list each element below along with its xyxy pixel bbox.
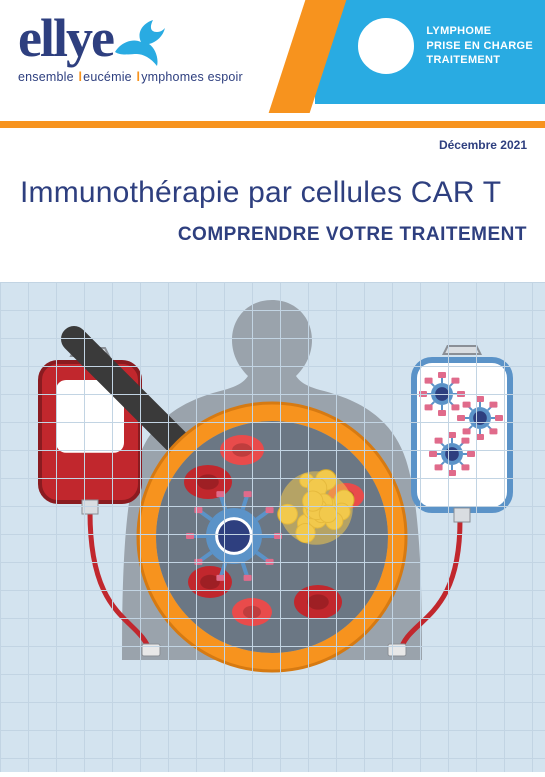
hummingbird-icon	[107, 18, 167, 68]
badge-line: LYMPHOME	[426, 24, 533, 39]
document-header: ellye ensemble leucémie lymphomes espoir…	[0, 0, 545, 128]
hero-illustration	[0, 282, 545, 772]
grid-background	[0, 282, 545, 772]
badge-line: TRAITEMENT	[426, 53, 533, 68]
tagline-part: eucémie	[83, 70, 135, 84]
logo-text: ellye	[18, 14, 113, 63]
title-block: Immunothérapie par cellules CAR T COMPRE…	[0, 152, 545, 256]
publication-date: Décembre 2021	[0, 128, 545, 152]
document-subtitle: COMPRENDRE VOTRE TRAITEMENT	[20, 224, 527, 246]
document-title: Immunothérapie par cellules CAR T	[20, 176, 527, 210]
badge-circle-icon	[358, 18, 414, 74]
tagline-part: ensemble	[18, 70, 77, 84]
brand-logo: ellye ensemble leucémie lymphomes espoir	[18, 14, 243, 84]
category-badge: LYMPHOME PRISE EN CHARGE TRAITEMENT	[358, 18, 533, 74]
logo-tagline: ensemble leucémie lymphomes espoir	[18, 70, 243, 84]
badge-text: LYMPHOME PRISE EN CHARGE TRAITEMENT	[426, 24, 533, 69]
badge-line: PRISE EN CHARGE	[426, 39, 533, 54]
tagline-part: ymphomes espoir	[141, 70, 243, 84]
header-divider-orange	[0, 121, 545, 128]
